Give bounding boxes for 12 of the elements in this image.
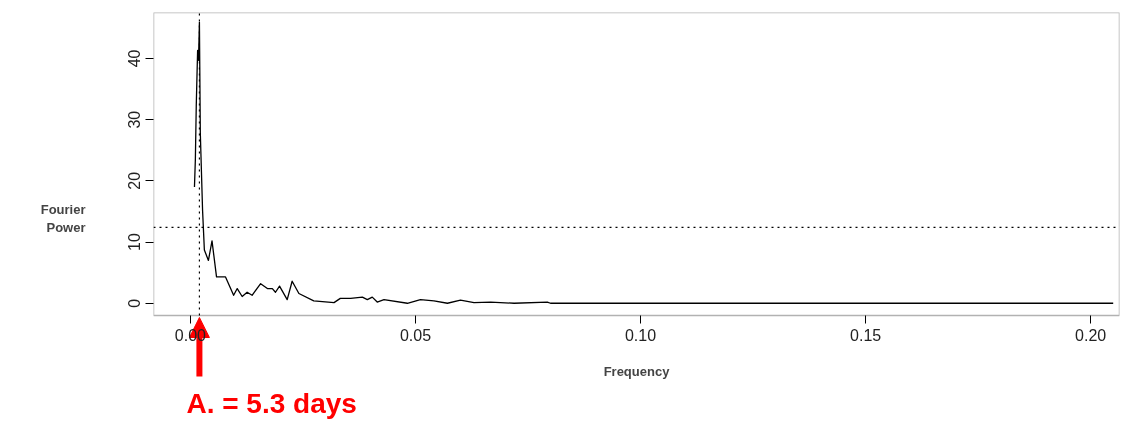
y-tick-label: 40 <box>126 49 144 68</box>
x-tick-label: 0.05 <box>399 326 432 344</box>
y-axis-title: Fourier Power <box>40 201 86 235</box>
y-tick-label: 30 <box>126 110 144 129</box>
x-tick-label: 0.20 <box>1075 326 1107 344</box>
text: A. = 5.3 days <box>186 387 357 419</box>
y-tick-label: 10 <box>126 233 144 251</box>
y-tick-label: 20 <box>126 171 144 190</box>
x-axis-title: Frequency <box>603 363 671 379</box>
x-tick-label: 0.15 <box>850 326 882 344</box>
y-tick-label: 0 <box>126 298 144 308</box>
x-tick-label: 0.10 <box>624 326 657 344</box>
